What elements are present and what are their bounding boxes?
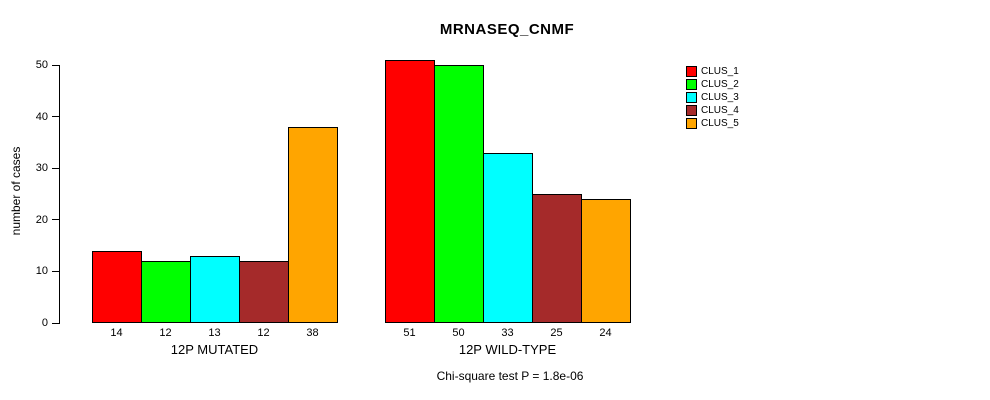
bar-clus_2 bbox=[141, 261, 191, 323]
legend-item: CLUS_3 bbox=[686, 91, 739, 104]
y-axis-tick-label: 20 bbox=[35, 213, 48, 226]
bar-clus_3 bbox=[190, 256, 240, 323]
legend-label: CLUS_4 bbox=[701, 105, 739, 116]
y-axis-tick bbox=[52, 322, 60, 324]
legend-item: CLUS_1 bbox=[686, 65, 739, 78]
legend-item: CLUS_4 bbox=[686, 104, 739, 117]
legend-item: CLUS_5 bbox=[686, 117, 739, 130]
y-axis-tick bbox=[52, 167, 60, 169]
bar-value-label: 38 bbox=[306, 327, 319, 339]
y-axis-tick-label: 30 bbox=[35, 162, 48, 175]
legend-item: CLUS_2 bbox=[686, 78, 739, 91]
chi-square-note: Chi-square test P = 1.8e-06 bbox=[436, 369, 584, 383]
chart-title: MRNASEQ_CNMF bbox=[439, 21, 575, 38]
bar-clus_5 bbox=[288, 127, 338, 323]
bar-value-label: 12 bbox=[257, 327, 270, 339]
group-label: 12P MUTATED bbox=[170, 342, 259, 357]
y-axis-line bbox=[59, 65, 60, 324]
bar-value-label: 24 bbox=[599, 327, 612, 339]
legend-label: CLUS_3 bbox=[701, 92, 739, 103]
legend-label: CLUS_1 bbox=[701, 66, 739, 77]
legend-swatch bbox=[686, 118, 697, 129]
y-axis-tick-label: 50 bbox=[35, 59, 48, 71]
y-axis-tick-label: 10 bbox=[35, 265, 48, 278]
bar-value-label: 13 bbox=[208, 327, 221, 339]
bar-clus_4 bbox=[532, 194, 582, 323]
legend: CLUS_1 CLUS_2 CLUS_3 CLUS_4 CLUS_5 bbox=[686, 65, 739, 130]
legend-swatch bbox=[686, 79, 697, 90]
y-axis-tick-label: 0 bbox=[41, 317, 48, 329]
legend-label: CLUS_5 bbox=[701, 118, 739, 129]
bar-clus_5 bbox=[581, 199, 631, 323]
bar-clus_2 bbox=[434, 65, 484, 323]
bar-clus_1 bbox=[92, 251, 142, 323]
legend-swatch bbox=[686, 92, 697, 103]
y-axis-tick bbox=[52, 219, 60, 221]
y-axis-tick bbox=[52, 270, 60, 272]
bar-value-label: 33 bbox=[501, 327, 514, 339]
bar-value-label: 12 bbox=[159, 327, 172, 339]
y-axis-tick-label: 40 bbox=[35, 110, 48, 123]
bar-clus_1 bbox=[385, 60, 435, 323]
group-label: 12P WILD-TYPE bbox=[458, 342, 557, 357]
bar-value-label: 25 bbox=[550, 327, 563, 339]
y-axis-tick bbox=[52, 64, 60, 66]
bar-value-label: 50 bbox=[452, 327, 465, 339]
bar-value-label: 14 bbox=[110, 327, 123, 339]
bar-clus_3 bbox=[483, 153, 533, 323]
bar-clus_4 bbox=[239, 261, 289, 323]
bar-value-label: 51 bbox=[403, 327, 416, 339]
y-axis-tick bbox=[52, 116, 60, 118]
legend-swatch bbox=[686, 66, 697, 77]
legend-label: CLUS_2 bbox=[701, 79, 739, 90]
legend-swatch bbox=[686, 105, 697, 116]
